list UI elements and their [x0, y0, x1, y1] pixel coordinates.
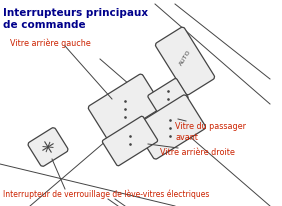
FancyBboxPatch shape	[28, 128, 68, 167]
Text: Vitre arrière droite: Vitre arrière droite	[160, 147, 235, 156]
Text: AUTO: AUTO	[178, 49, 192, 67]
FancyBboxPatch shape	[102, 117, 158, 166]
Text: Vitre du passager: Vitre du passager	[175, 121, 246, 130]
Text: Vitre arrière gauche: Vitre arrière gauche	[10, 38, 91, 47]
FancyBboxPatch shape	[155, 28, 215, 95]
FancyBboxPatch shape	[88, 75, 162, 140]
FancyBboxPatch shape	[148, 79, 188, 116]
Text: Interrupteur de verrouillage de lève-vitres électriques: Interrupteur de verrouillage de lève-vit…	[3, 189, 209, 199]
Text: Interrupteurs principaux: Interrupteurs principaux	[3, 8, 148, 18]
Text: de commande: de commande	[3, 20, 86, 30]
Text: avant: avant	[175, 132, 198, 141]
FancyBboxPatch shape	[135, 95, 206, 159]
